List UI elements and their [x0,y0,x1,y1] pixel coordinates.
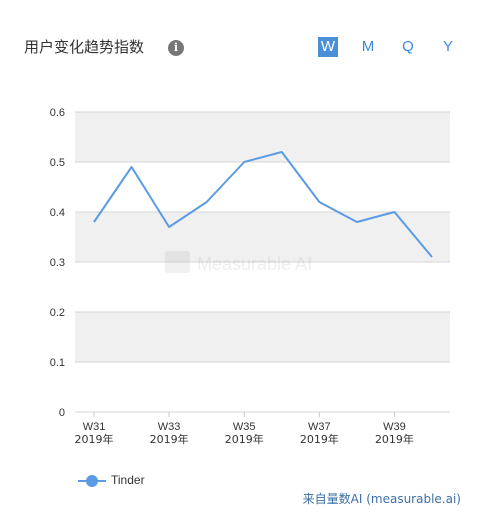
y-tick-label: 0.2 [50,307,65,319]
y-tick-label: 0.1 [50,357,65,369]
watermark: Measurable AI [165,251,312,274]
grid-band [75,162,450,212]
grid-band [75,212,450,262]
source-link[interactable]: 来自量数AI (measurable.ai) [302,492,461,506]
x-tick-label: W39 [383,421,406,433]
x-tick-year-label: 2019年 [225,432,264,446]
x-tick-label: W35 [233,421,256,433]
y-tick-label: 0.3 [50,257,65,269]
x-tick-year-label: 2019年 [300,432,339,446]
y-tick-label: 0.6 [50,107,65,119]
legend-marker [86,475,98,487]
tab-month[interactable]: M [361,38,375,55]
y-tick-label: 0 [59,407,65,419]
x-tick-year-label: 2019年 [375,432,414,446]
tab-year[interactable]: Y [442,38,453,55]
tab-quarter[interactable]: Q [402,38,414,55]
x-tick-label: W31 [83,421,106,433]
tab-week[interactable]: W [318,37,338,57]
y-axis-ticks: 0 0.1 0.2 0.3 0.4 0.5 0.6 [50,107,65,419]
x-tick-label: W33 [158,421,181,433]
legend-label: Tinder [111,473,145,487]
x-tick-year-label: 2019年 [150,432,189,446]
grid-band [75,112,450,162]
info-icon[interactable]: i [168,40,184,56]
grid-bands [75,112,450,412]
watermark-text: Measurable AI [197,254,312,274]
series-line-tinder [93,151,433,258]
x-tick-label: W37 [308,421,331,433]
y-tick-label: 0.4 [50,207,65,219]
x-tick-year-label: 2019年 [75,432,114,446]
grid-lines [75,111,450,413]
grid-band [75,362,450,412]
grid-band [75,262,450,312]
series-lines [93,151,433,258]
watermark-logo [165,251,190,273]
y-tick-label: 0.5 [50,157,65,169]
page-title: 用户变化趋势指数 [24,38,145,56]
grid-band [75,312,450,362]
